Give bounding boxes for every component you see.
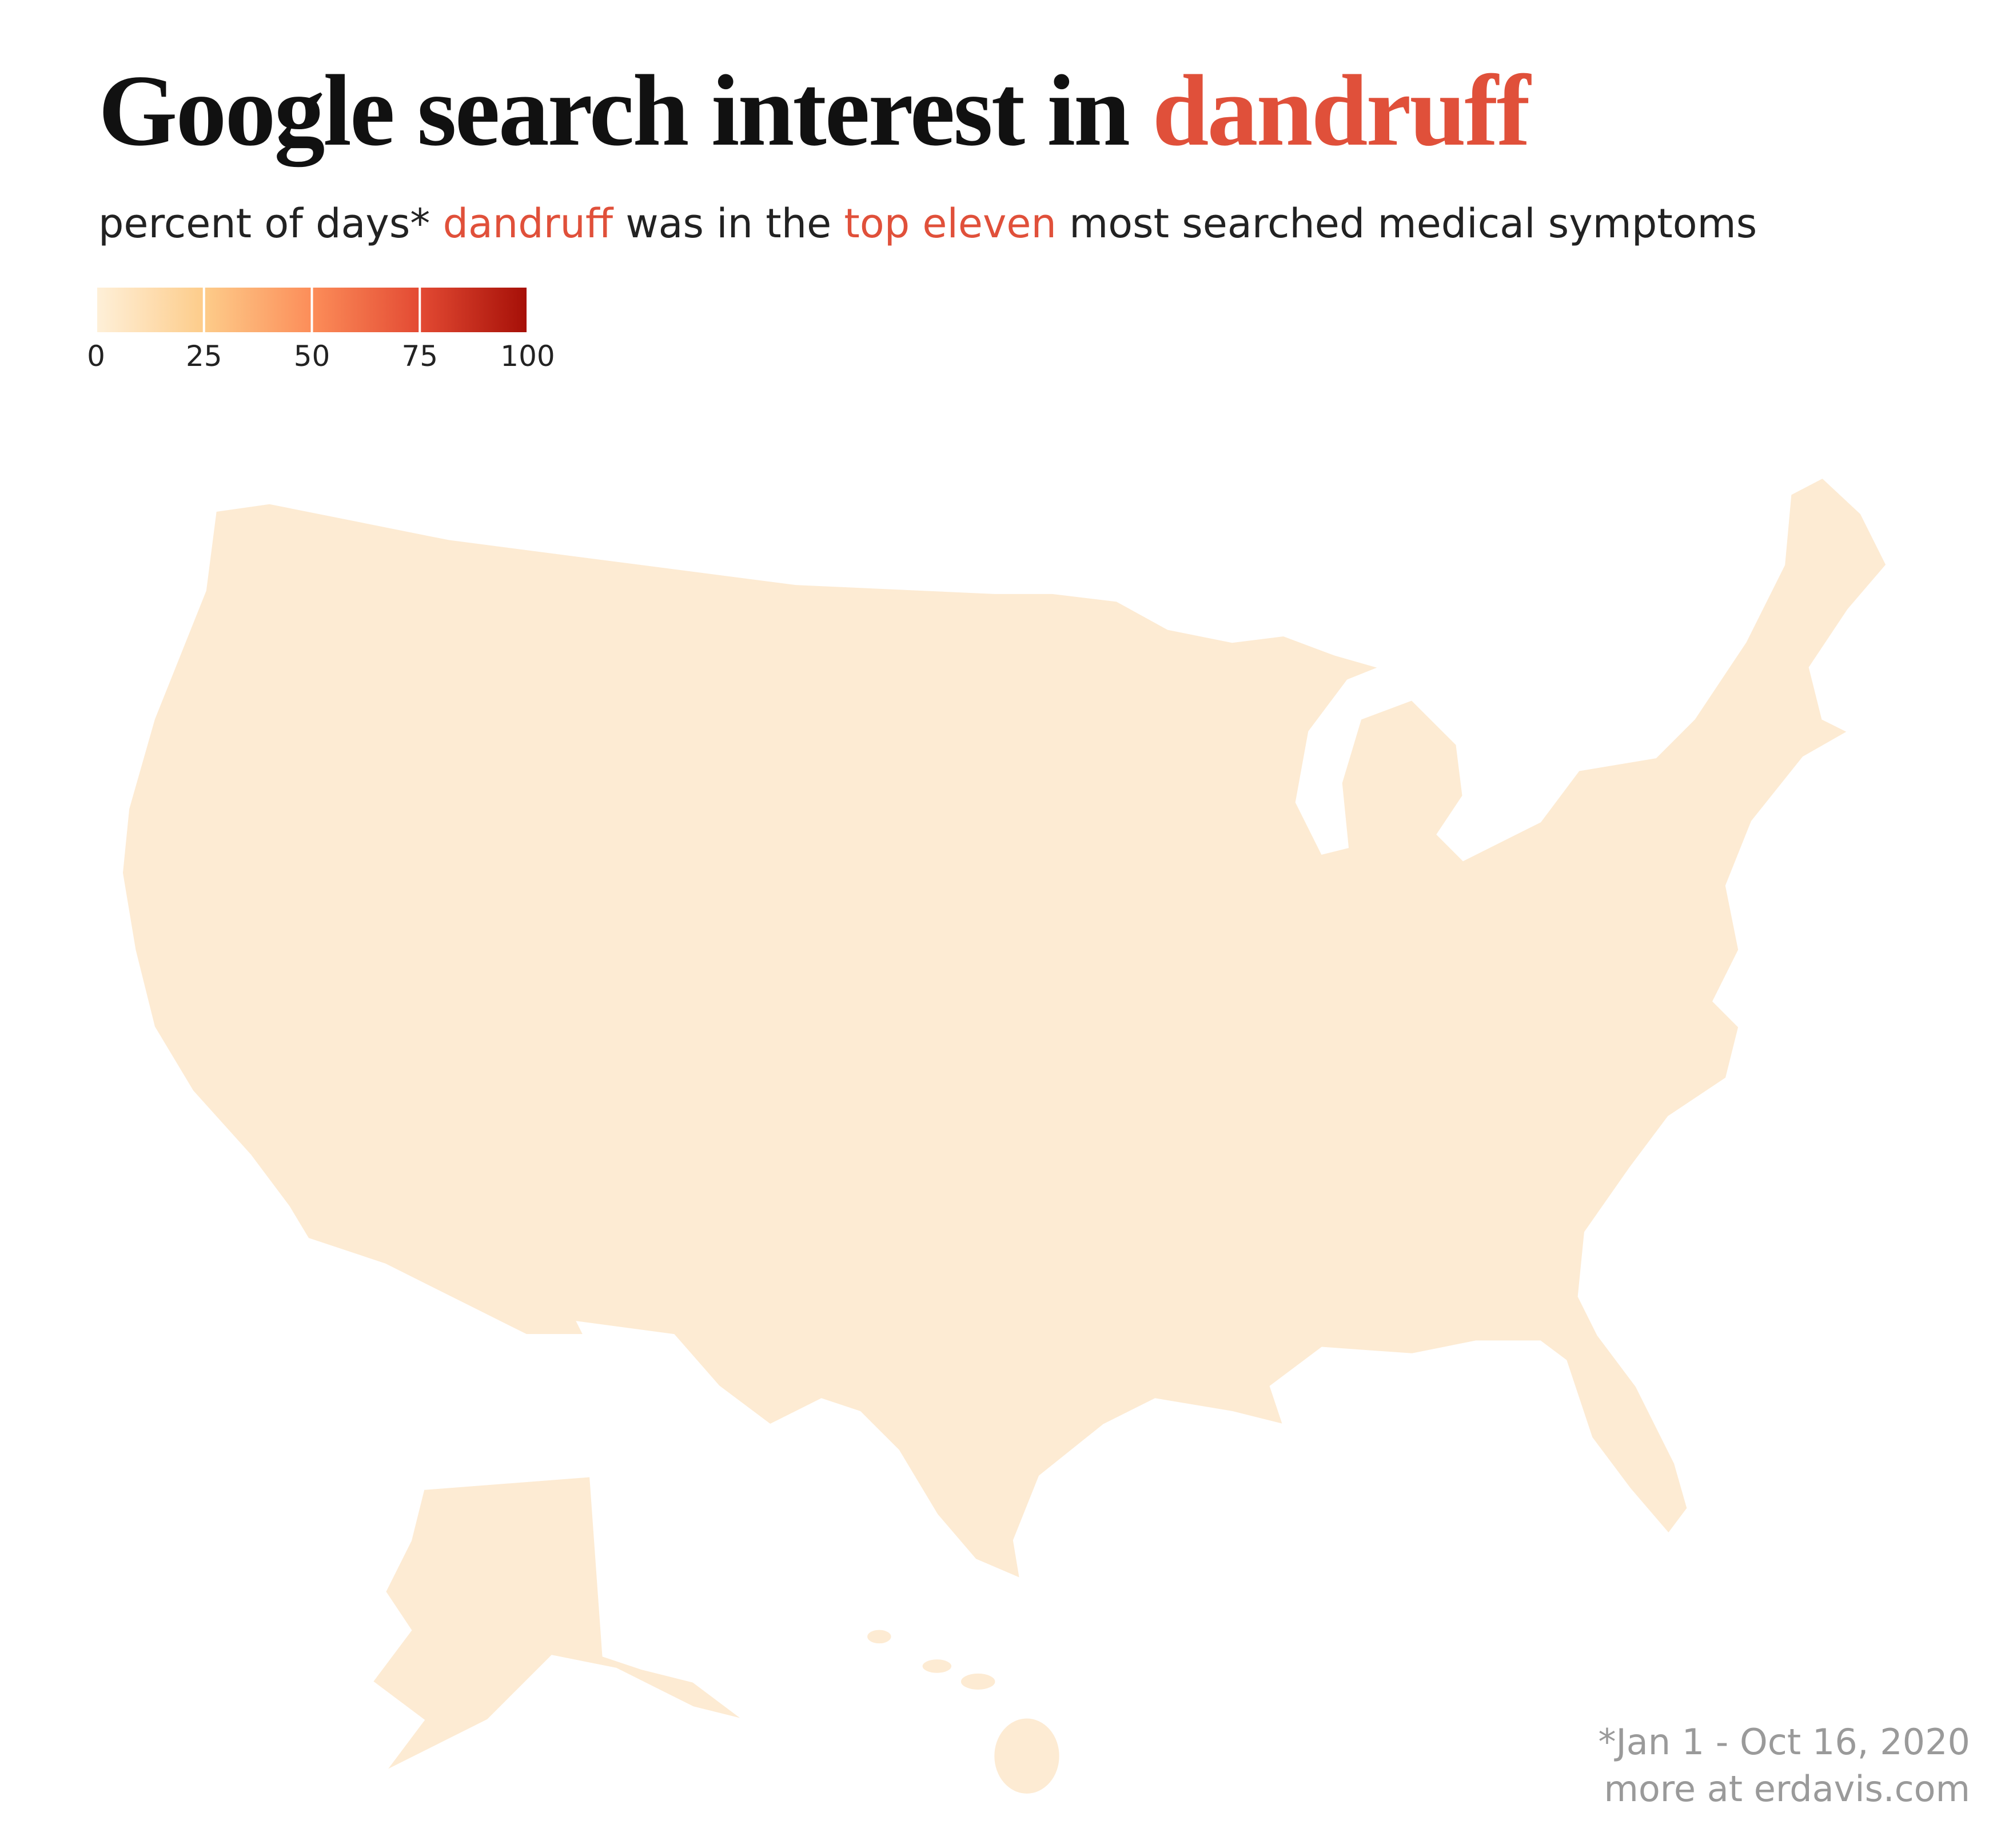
legend: 0 25 50 75 100 [87,288,555,373]
alaska [370,1475,746,1773]
legend-tick-label: 100 [500,340,555,373]
map-shapes [121,476,1888,1796]
legend-tick-label: 50 [294,340,330,373]
contiguous-us [121,476,1888,1581]
legend-tick-label: 25 [186,340,222,373]
subtitle: percent of days* dandruff was in the top… [98,200,1757,247]
subtitle-text: percent of days* [98,200,431,247]
hawaii-island [865,1628,893,1646]
subtitle-highlight: top eleven [844,200,1057,247]
hawaii-island [920,1657,954,1675]
legend-tick-label: 75 [401,340,438,373]
title: Google search interest in dandruff [98,51,1531,169]
subtitle-text: was in the [625,200,832,247]
title-highlight: dandruff [1152,54,1531,167]
footnote: *Jan 1 - Oct 16, 2020 [1598,1721,1970,1763]
legend-tick-label: 0 [87,340,105,373]
subtitle-text: most searched medical symptoms [1069,200,1757,247]
hawaii-island [959,1671,997,1692]
source: more at erdavis.com [1604,1768,1970,1810]
hawaii-island [992,1716,1062,1796]
subtitle-highlight: dandruff [443,200,613,247]
title-text: Google search interest in [98,54,1130,167]
